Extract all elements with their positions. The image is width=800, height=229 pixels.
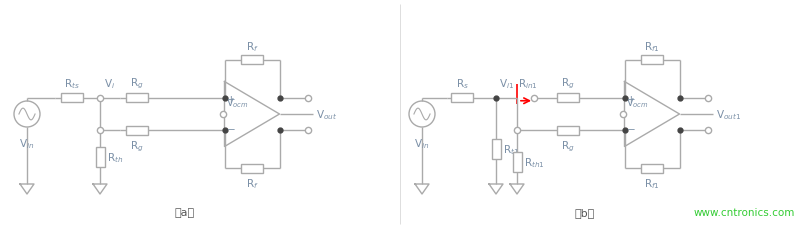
Text: R$_{f1}$: R$_{f1}$ (644, 177, 660, 190)
Text: R$_{in1}$: R$_{in1}$ (518, 77, 538, 90)
Text: −: − (227, 125, 236, 135)
Text: −: − (627, 125, 636, 135)
Bar (241, 164, 263, 173)
Text: R$_{th}$: R$_{th}$ (107, 151, 123, 164)
Text: （b）: （b） (575, 207, 595, 217)
Text: www.cntronics.com: www.cntronics.com (694, 207, 795, 217)
Text: V$_{ocm}$: V$_{ocm}$ (226, 96, 250, 109)
Bar (95, 147, 105, 167)
Bar (513, 153, 522, 172)
Text: R$_s$: R$_s$ (455, 77, 469, 90)
Text: V$_{i1}$: V$_{i1}$ (499, 77, 514, 90)
Text: R$_g$: R$_g$ (561, 76, 575, 90)
Bar (126, 94, 148, 103)
Text: R$_g$: R$_g$ (130, 76, 144, 90)
Bar (61, 94, 83, 103)
Text: R$_{th1}$: R$_{th1}$ (524, 155, 545, 169)
Bar (641, 164, 663, 173)
Bar (557, 94, 579, 103)
Text: R$_{t1}$: R$_{t1}$ (503, 142, 519, 156)
Text: R$_{ts}$: R$_{ts}$ (64, 77, 80, 90)
Text: R$_g$: R$_g$ (561, 139, 575, 153)
Bar (126, 126, 148, 135)
Text: V$_{in}$: V$_{in}$ (19, 136, 34, 150)
Text: V$_{in}$: V$_{in}$ (414, 136, 430, 150)
Bar (641, 56, 663, 65)
Text: +: + (627, 94, 636, 104)
Bar (451, 94, 473, 103)
Bar (241, 56, 263, 65)
Text: V$_{out1}$: V$_{out1}$ (715, 108, 741, 121)
Bar (491, 139, 501, 159)
Text: +: + (227, 94, 236, 104)
Text: V$_i$: V$_i$ (104, 77, 115, 90)
Text: V$_{ocm}$: V$_{ocm}$ (626, 96, 650, 109)
Text: R$_f$: R$_f$ (246, 177, 258, 190)
Text: R$_f$: R$_f$ (246, 40, 258, 54)
Text: V$_{out}$: V$_{out}$ (315, 108, 337, 121)
Text: （a）: （a） (175, 207, 195, 217)
Bar (557, 126, 579, 135)
Text: R$_{f1}$: R$_{f1}$ (644, 40, 660, 54)
Text: R$_g$: R$_g$ (130, 139, 144, 153)
